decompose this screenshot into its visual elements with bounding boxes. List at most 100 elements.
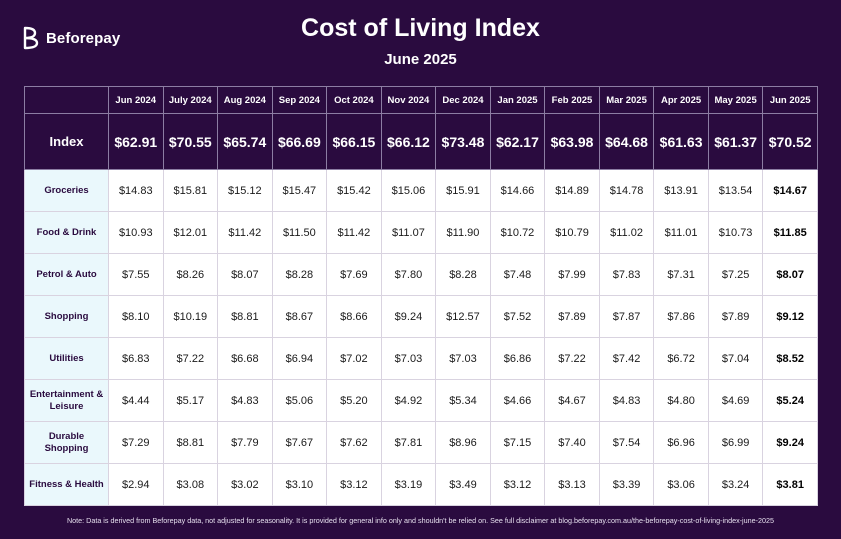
- value-cell: $3.81: [762, 463, 818, 506]
- value-cell: $8.28: [435, 253, 491, 296]
- index-value-cell: $61.63: [653, 113, 709, 170]
- value-cell: $3.10: [271, 463, 328, 506]
- value-cell: $3.24: [707, 463, 764, 506]
- value-cell: $7.89: [707, 295, 764, 338]
- index-value-cell: $62.17: [489, 113, 546, 170]
- index-value-cell: $65.74: [217, 113, 273, 170]
- value-cell: $7.03: [380, 337, 437, 380]
- index-value-cell: $66.69: [271, 113, 328, 170]
- category-label: Entertainment & Leisure: [24, 379, 109, 422]
- value-cell: $7.31: [653, 253, 709, 296]
- value-cell: $3.49: [435, 463, 491, 506]
- column-header: Jan 2025: [489, 86, 546, 114]
- index-value-cell: $66.15: [326, 113, 382, 170]
- column-header: Jun 2024: [108, 86, 164, 114]
- value-cell: $3.12: [489, 463, 546, 506]
- beforepay-b-logo-icon: [23, 26, 39, 50]
- column-header: Feb 2025: [544, 86, 600, 114]
- value-cell: $12.57: [435, 295, 491, 338]
- value-cell: $4.67: [544, 379, 600, 422]
- category-row: Food & Drink $10.93 $12.01 $11.42 $11.50 $11.…: [24, 211, 818, 254]
- category-label: Shopping: [24, 295, 109, 338]
- index-value-cell: $64.68: [598, 113, 655, 170]
- category-label: Petrol & Auto: [24, 253, 109, 296]
- category-label: Durable Shopping: [24, 421, 109, 464]
- page-subtitle: June 2025: [384, 51, 457, 68]
- value-cell: $7.86: [653, 295, 709, 338]
- value-cell: $7.22: [162, 337, 219, 380]
- value-cell: $9.24: [762, 421, 818, 464]
- value-cell: $7.15: [489, 421, 546, 464]
- value-cell: $15.81: [162, 169, 219, 212]
- value-cell: $7.89: [544, 295, 600, 338]
- column-header: Apr 2025: [653, 86, 709, 114]
- column-header: Oct 2024: [326, 86, 382, 114]
- value-cell: $7.67: [271, 421, 328, 464]
- value-cell: $3.19: [380, 463, 437, 506]
- value-cell: $6.83: [108, 337, 164, 380]
- value-cell: $11.90: [435, 211, 491, 254]
- value-cell: $7.81: [380, 421, 437, 464]
- category-row: Groceries $14.83 $15.81 $15.12 $15.47 $15.42 $…: [24, 169, 818, 212]
- category-row: Petrol & Auto $7.55 $8.26 $8.07 $8.28 $7.69 $7…: [24, 253, 818, 296]
- value-cell: $7.04: [707, 337, 764, 380]
- column-header: Aug 2024: [217, 86, 273, 114]
- value-cell: $14.83: [108, 169, 164, 212]
- column-header: Mar 2025: [598, 86, 655, 114]
- index-value-cell: $62.91: [108, 113, 164, 170]
- value-cell: $7.48: [489, 253, 546, 296]
- value-cell: $6.99: [707, 421, 764, 464]
- value-cell: $14.89: [544, 169, 600, 212]
- value-cell: $5.34: [435, 379, 491, 422]
- header-row: Jun 2024 July 2024 Aug 2024 Sep 2024 Oct 202…: [24, 86, 818, 114]
- value-cell: $4.92: [380, 379, 437, 422]
- value-cell: $7.40: [544, 421, 600, 464]
- page-title: Cost of Living Index: [301, 14, 540, 42]
- index-value-cell: $61.37: [707, 113, 764, 170]
- value-cell: $15.91: [435, 169, 491, 212]
- value-cell: $8.81: [162, 421, 219, 464]
- value-cell: $7.55: [108, 253, 164, 296]
- index-value-cell: $66.12: [380, 113, 437, 170]
- value-cell: $11.07: [380, 211, 437, 254]
- value-cell: $2.94: [108, 463, 164, 506]
- value-cell: $7.54: [598, 421, 655, 464]
- column-header: Dec 2024: [435, 86, 491, 114]
- value-cell: $3.12: [326, 463, 382, 506]
- value-cell: $11.01: [653, 211, 709, 254]
- value-cell: $7.03: [435, 337, 491, 380]
- disclaimer-note: Note: Data is derived from Beforepay dat…: [66, 516, 775, 525]
- column-header: May 2025: [707, 86, 764, 114]
- value-cell: $7.79: [217, 421, 273, 464]
- value-cell: $8.81: [217, 295, 273, 338]
- brand-logo: Beforepay: [22, 26, 120, 50]
- index-value-cell: $63.98: [544, 113, 600, 170]
- value-cell: $11.85: [762, 211, 818, 254]
- value-cell: $4.66: [489, 379, 546, 422]
- value-cell: $6.72: [653, 337, 709, 380]
- index-row: Index $62.91 $70.55 $65.74 $66.69 $66.15 $66.…: [24, 113, 818, 170]
- value-cell: $11.42: [326, 211, 382, 254]
- value-cell: $12.01: [162, 211, 219, 254]
- brand-name: Beforepay: [46, 29, 121, 47]
- value-cell: $3.39: [598, 463, 655, 506]
- index-value-cell: $70.55: [162, 113, 219, 170]
- category-row: Durable Shopping $7.29 $8.81 $7.79 $7.67 $7.6…: [24, 421, 818, 464]
- category-label: Utilities: [24, 337, 109, 380]
- value-cell: $8.28: [271, 253, 328, 296]
- value-cell: $3.08: [162, 463, 219, 506]
- value-cell: $11.02: [598, 211, 655, 254]
- value-cell: $7.83: [598, 253, 655, 296]
- value-cell: $11.42: [217, 211, 273, 254]
- column-header: Sep 2024: [271, 86, 328, 114]
- value-cell: $6.86: [489, 337, 546, 380]
- value-cell: $7.42: [598, 337, 655, 380]
- value-cell: $15.42: [326, 169, 382, 212]
- value-cell: $14.67: [762, 169, 818, 212]
- category-row: Utilities $6.83 $7.22 $6.68 $6.94 $7.02 $7.03 $…: [24, 337, 818, 380]
- value-cell: $8.52: [762, 337, 818, 380]
- value-cell: $5.24: [762, 379, 818, 422]
- value-cell: $14.78: [598, 169, 655, 212]
- value-cell: $11.50: [271, 211, 328, 254]
- corner-cell: [24, 86, 109, 114]
